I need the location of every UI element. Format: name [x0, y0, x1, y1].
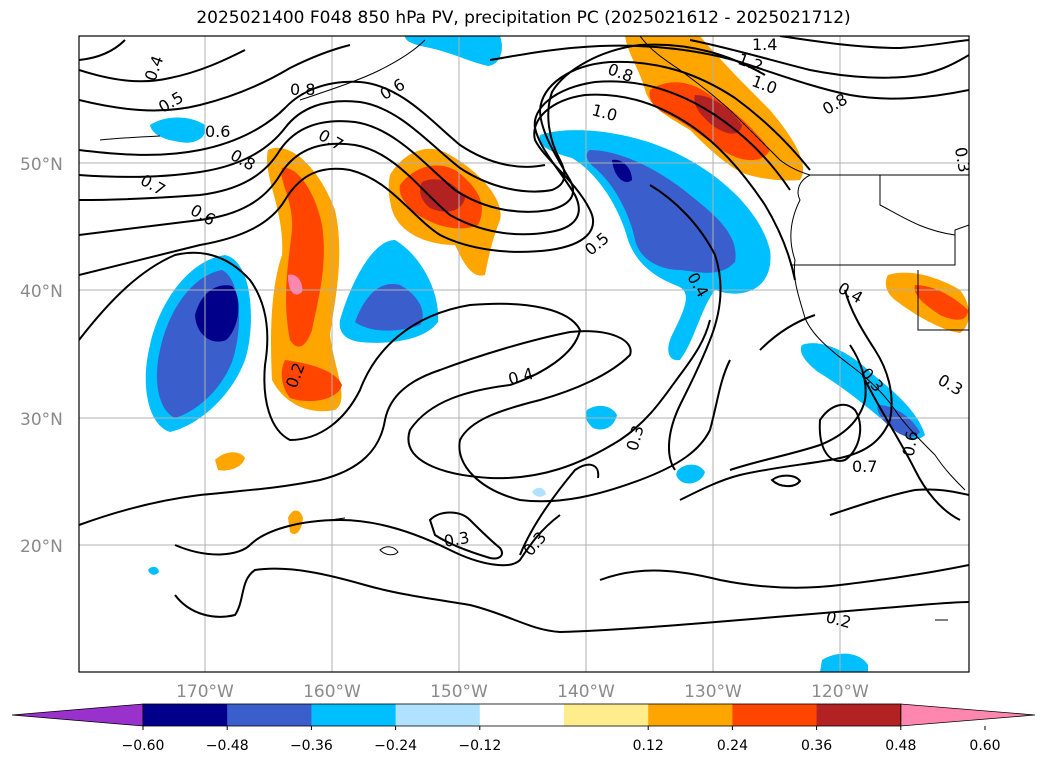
- contour-label: 1.4: [752, 35, 777, 54]
- neg-anomaly-area: [877, 405, 920, 437]
- contour-label: 0.3: [442, 528, 470, 551]
- colorbar-tick-label: 0.48: [885, 738, 916, 754]
- neg-anomaly-core: [612, 159, 632, 182]
- contour-label: 0.8: [290, 80, 315, 99]
- pos-anomaly-area: [288, 510, 303, 535]
- map-frame: [78, 35, 970, 673]
- colorbar-tick-label: −0.60: [122, 738, 165, 754]
- longitude-labels: 170°W 160°W 150°W 140°W 130°W 120°W: [176, 682, 869, 702]
- lon-label: 130°W: [684, 682, 742, 702]
- colorbar-segment: [143, 704, 228, 726]
- lon-label: 160°W: [303, 682, 361, 702]
- colorbar-segment: [479, 704, 565, 726]
- pos-anomaly-core: [281, 360, 342, 402]
- neg-anomaly-area: [820, 653, 868, 672]
- colorbar-segment: [311, 704, 397, 726]
- colorbar-segment: [732, 704, 818, 726]
- colorbar-extend-high: [900, 703, 1036, 727]
- latitude-labels: 50°N 40°N 30°N 20°N: [20, 155, 63, 557]
- colorbar-outline: [142, 703, 902, 727]
- colorbar-segment: [227, 704, 312, 726]
- colorbar-segment: [816, 704, 902, 726]
- pos-anomaly-core: [914, 285, 968, 320]
- colorbar-tick-label: −0.36: [290, 738, 333, 754]
- colorbar-segment: [648, 704, 733, 726]
- lon-label: 120°W: [811, 682, 869, 702]
- neg-anomaly-area: [676, 464, 705, 484]
- map-title: 2025021400 F048 850 hPa PV, precipitatio…: [196, 8, 851, 28]
- colorbar-tick-label: 0.24: [717, 738, 748, 754]
- lat-label: 20°N: [20, 537, 63, 557]
- colorbar-tick-label: 0.36: [801, 738, 832, 754]
- colorbar-segment: [395, 704, 481, 726]
- colorbar-segment: [564, 704, 649, 726]
- pv-contours: [79, 36, 969, 634]
- contour-label: 0.3: [951, 146, 974, 174]
- colorbar-tick-label: 0.60: [969, 738, 1000, 754]
- neg-anomaly-area: [405, 36, 502, 66]
- contour-label: 0.6: [899, 429, 922, 457]
- neg-anomaly-area: [532, 487, 546, 497]
- lat-label: 40°N: [20, 282, 63, 302]
- neg-anomaly-area: [150, 117, 206, 143]
- colorbar-tick-label: −0.12: [458, 738, 501, 754]
- pos-anomaly-area: [215, 452, 245, 471]
- colorbar-tick-label: 0.12: [633, 738, 664, 754]
- pos-anomaly-core: [281, 167, 324, 347]
- colorbar: −0.60 −0.48 −0.36 −0.24 −0.12 0.12 0.24 0.36 0.4…: [11, 703, 1036, 754]
- neg-anomaly-core: [195, 285, 239, 342]
- colorbar-extend-low: [11, 703, 144, 727]
- contour-label: 0.6: [205, 122, 230, 141]
- lon-label: 150°W: [430, 682, 488, 702]
- lon-label: 140°W: [557, 682, 615, 702]
- neg-anomaly-area: [355, 284, 423, 331]
- pos-anomaly-peak: [420, 179, 465, 212]
- contour-label: 0.7: [852, 457, 877, 476]
- coastlines: [99, 36, 969, 621]
- colorbar-tick-label: −0.48: [206, 738, 249, 754]
- colorbar-tick-label: −0.24: [374, 738, 417, 754]
- pos-anomaly-peak: [694, 95, 742, 134]
- neg-anomaly-area: [148, 566, 159, 575]
- lat-label: 30°N: [20, 410, 63, 430]
- lat-label: 50°N: [20, 155, 63, 175]
- lon-label: 170°W: [176, 682, 234, 702]
